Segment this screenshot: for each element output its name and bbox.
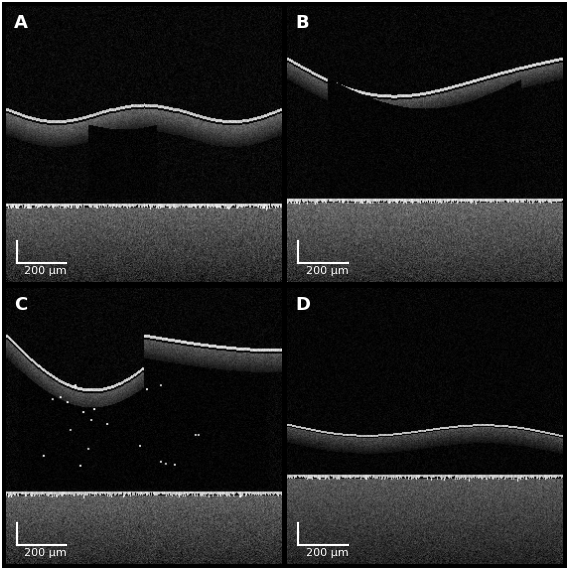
Text: 200 μm: 200 μm (24, 266, 67, 275)
Text: A: A (14, 14, 28, 32)
Text: D: D (296, 296, 311, 314)
Text: 200 μm: 200 μm (24, 548, 67, 557)
Text: C: C (14, 296, 27, 314)
Text: 200 μm: 200 μm (306, 548, 348, 557)
Text: B: B (296, 14, 309, 32)
Text: 200 μm: 200 μm (306, 266, 348, 275)
